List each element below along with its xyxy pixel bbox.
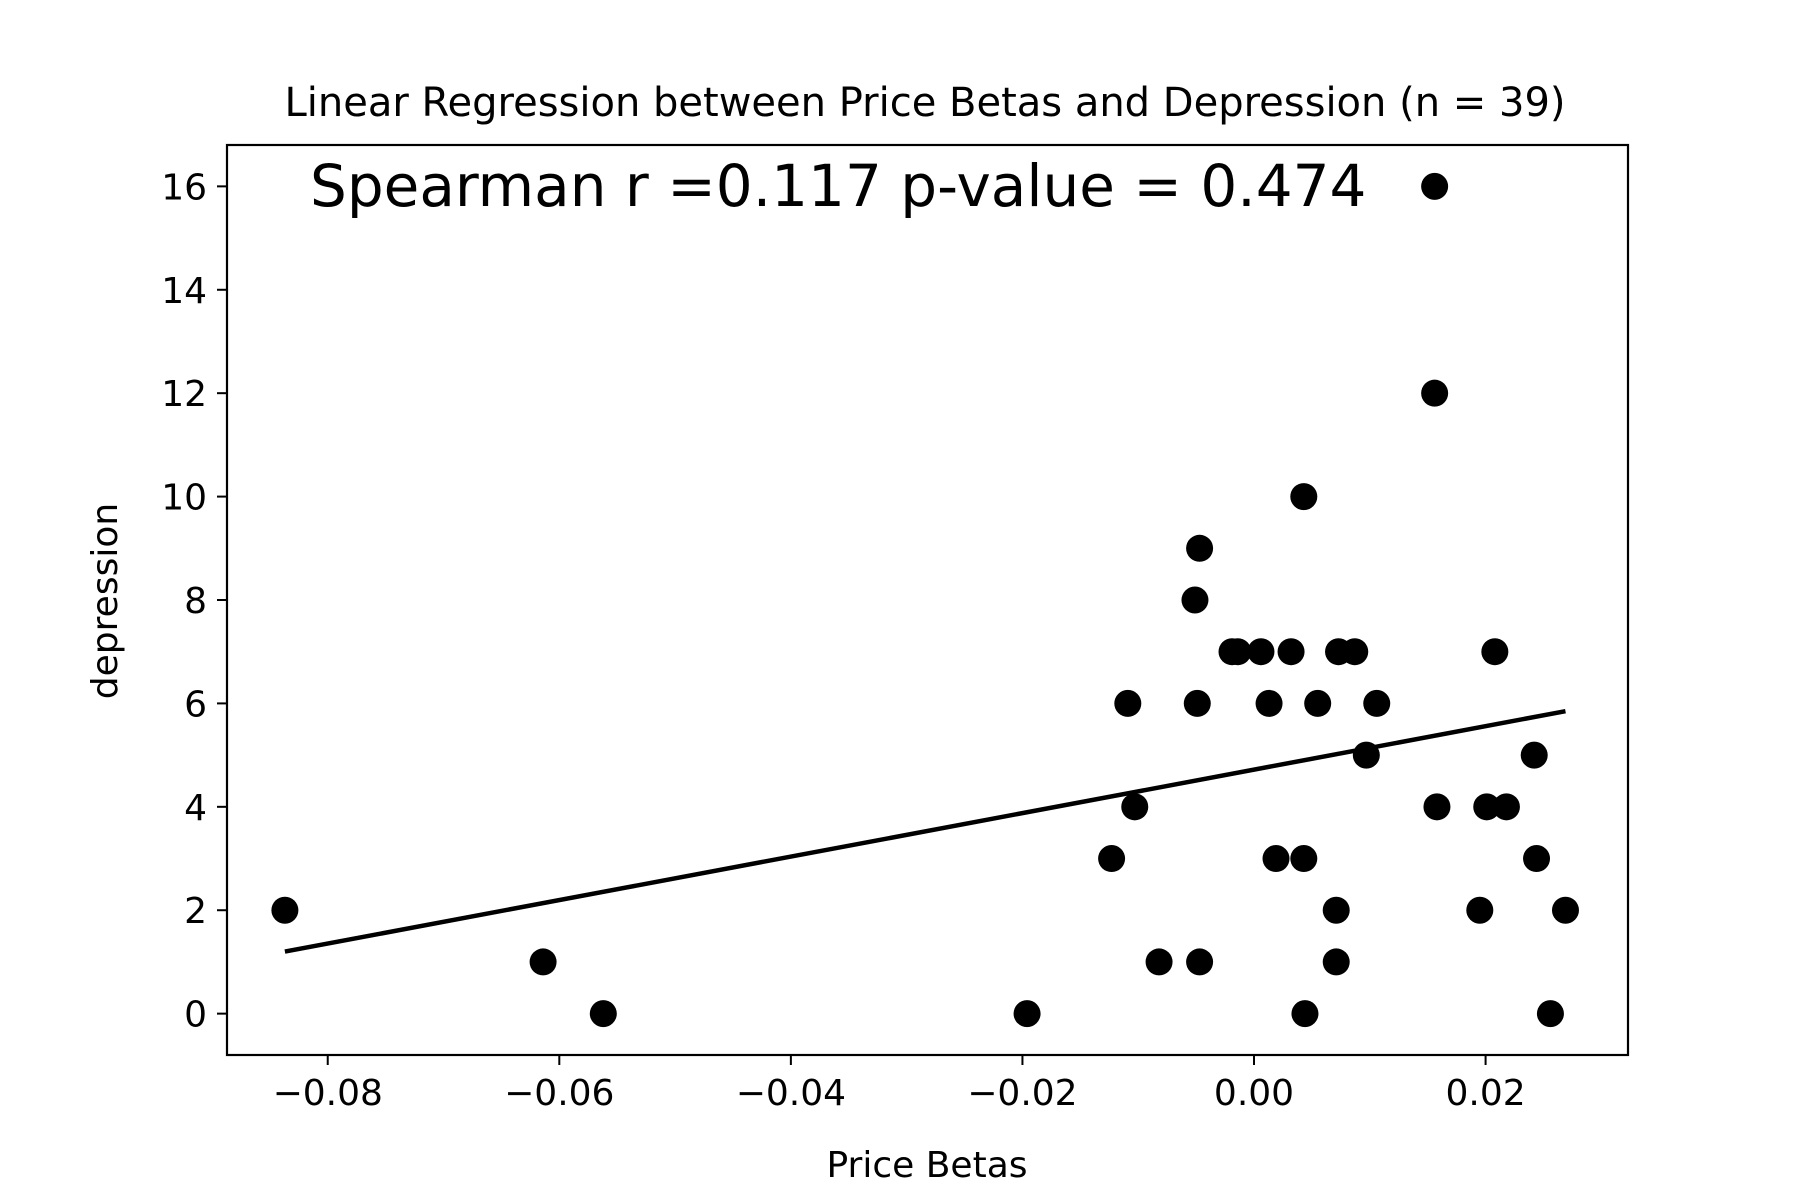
- y-tick-label: 0: [184, 995, 207, 1036]
- y-tick-label: 6: [184, 684, 207, 725]
- data-point: [1523, 845, 1551, 873]
- data-point: [1098, 845, 1126, 873]
- data-point: [1013, 1000, 1041, 1028]
- spearman-annotation: Spearman r =0.117 p-value = 0.474: [310, 152, 1366, 220]
- data-point: [271, 896, 299, 924]
- x-axis-label: Price Betas: [826, 1145, 1027, 1186]
- data-point: [1290, 483, 1318, 511]
- data-point: [1290, 845, 1318, 873]
- data-point: [1421, 172, 1449, 200]
- data-point: [1114, 689, 1142, 717]
- data-point: [1121, 793, 1149, 821]
- x-tick-label: −0.06: [504, 1073, 614, 1114]
- data-point: [1352, 741, 1380, 769]
- y-tick-label: 16: [161, 167, 207, 208]
- x-tick-label: 0.02: [1446, 1073, 1526, 1114]
- data-point: [1536, 1000, 1564, 1028]
- marks-layer: [271, 172, 1579, 1028]
- data-point: [1255, 689, 1283, 717]
- x-tick-label: −0.08: [273, 1073, 383, 1114]
- y-axis-ticks: 0 2 4 6 8 10 12 14 16: [161, 167, 227, 1036]
- y-tick-label: 10: [161, 478, 207, 519]
- data-point: [1186, 948, 1214, 976]
- data-point: [1341, 638, 1369, 666]
- y-axis-label: depression: [85, 503, 126, 699]
- y-tick-label: 2: [184, 891, 207, 932]
- data-point: [1481, 638, 1509, 666]
- data-point: [589, 1000, 617, 1028]
- data-point: [1181, 586, 1209, 614]
- data-point: [1224, 638, 1252, 666]
- data-point: [1421, 379, 1449, 407]
- data-point: [1363, 689, 1391, 717]
- data-point: [1466, 896, 1494, 924]
- data-point: [1262, 845, 1290, 873]
- data-point: [1183, 689, 1211, 717]
- data-point: [1520, 741, 1548, 769]
- data-point: [1145, 948, 1173, 976]
- y-tick-label: 12: [161, 374, 207, 415]
- data-point: [1322, 896, 1350, 924]
- regression-line: [284, 708, 1566, 954]
- data-point: [1423, 793, 1451, 821]
- data-point: [1551, 896, 1579, 924]
- data-point: [1473, 793, 1501, 821]
- data-point: [1304, 689, 1332, 717]
- x-axis-ticks: −0.08 −0.06 −0.04 −0.02 0.00 0.02: [273, 1055, 1526, 1114]
- x-tick-label: −0.04: [736, 1073, 846, 1114]
- data-point: [1186, 534, 1214, 562]
- y-tick-label: 8: [184, 581, 207, 622]
- x-tick-label: 0.00: [1214, 1073, 1294, 1114]
- data-point: [1322, 948, 1350, 976]
- data-point: [529, 948, 557, 976]
- data-point: [1492, 793, 1520, 821]
- y-tick-label: 14: [161, 271, 207, 312]
- data-point: [1291, 1000, 1319, 1028]
- data-point: [1247, 638, 1275, 666]
- x-tick-label: −0.02: [967, 1073, 1077, 1114]
- data-point: [1277, 638, 1305, 666]
- y-tick-label: 4: [184, 788, 207, 829]
- chart-title: Linear Regression between Price Betas an…: [285, 80, 1566, 126]
